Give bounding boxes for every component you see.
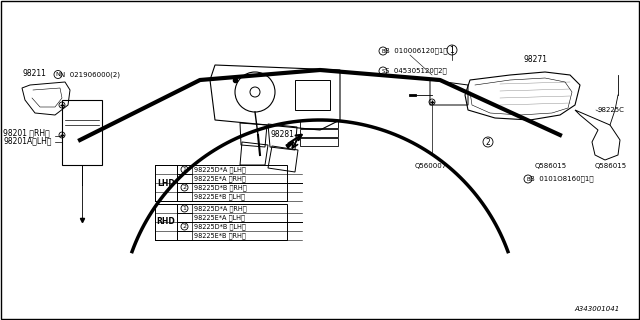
Bar <box>295 80 330 110</box>
Bar <box>155 165 287 201</box>
Bar <box>155 204 287 240</box>
Text: 98201 〈RH〉: 98201 〈RH〉 <box>3 128 50 137</box>
Bar <box>300 120 338 128</box>
Text: RHD: RHD <box>157 218 175 227</box>
Text: 2: 2 <box>182 224 186 229</box>
Text: 2: 2 <box>486 138 490 147</box>
Bar <box>177 165 192 174</box>
Polygon shape <box>22 82 70 115</box>
Text: 98225E*A 〈RH〉: 98225E*A 〈RH〉 <box>194 175 246 182</box>
Text: Q586015: Q586015 <box>595 163 627 169</box>
Text: 98201A〈LH〉: 98201A〈LH〉 <box>3 136 51 145</box>
Text: 98225D*A 〈LH〉: 98225D*A 〈LH〉 <box>194 166 246 173</box>
Text: 1: 1 <box>450 45 454 54</box>
Bar <box>155 204 177 240</box>
Bar <box>155 165 177 201</box>
Text: B: B <box>526 177 530 181</box>
Text: Q586015: Q586015 <box>535 163 567 169</box>
Text: Q560007: Q560007 <box>415 163 447 169</box>
Bar <box>177 213 192 222</box>
Bar <box>300 129 338 137</box>
Text: A343001041: A343001041 <box>575 306 620 312</box>
Text: N: N <box>56 72 60 77</box>
Text: LHD: LHD <box>157 179 175 188</box>
Text: 98225C: 98225C <box>598 107 625 113</box>
Text: 1: 1 <box>182 206 186 211</box>
Text: 98225D*A 〈RH〉: 98225D*A 〈RH〉 <box>194 205 246 212</box>
Bar <box>177 174 192 183</box>
Text: 98211: 98211 <box>22 69 46 78</box>
Text: 1: 1 <box>182 167 186 172</box>
Text: 98225E*B 〈RH〉: 98225E*B 〈RH〉 <box>194 232 246 239</box>
Bar <box>300 138 338 146</box>
Bar <box>177 222 192 231</box>
Text: 98225D*B 〈LH〉: 98225D*B 〈LH〉 <box>194 223 246 230</box>
Text: 98281: 98281 <box>270 130 294 139</box>
Text: B  0101O8160（1）: B 0101O8160（1） <box>530 175 594 182</box>
Text: 2: 2 <box>182 185 186 190</box>
Text: 98225E*A 〈LH〉: 98225E*A 〈LH〉 <box>194 214 245 221</box>
Text: B  010006120（1）: B 010006120（1） <box>385 47 447 54</box>
Text: N  021906000(2): N 021906000(2) <box>60 71 120 77</box>
Polygon shape <box>286 142 294 148</box>
Bar <box>62 100 102 165</box>
Bar <box>177 192 192 201</box>
Text: 98225E*B 〈LH〉: 98225E*B 〈LH〉 <box>194 193 245 200</box>
Bar <box>177 204 192 213</box>
Bar <box>177 231 192 240</box>
Text: S: S <box>381 68 385 74</box>
Text: 98271: 98271 <box>523 55 547 64</box>
Text: S  045305120（2）: S 045305120（2） <box>385 67 447 74</box>
Text: 98225D*B 〈RH〉: 98225D*B 〈RH〉 <box>194 184 246 191</box>
Bar <box>177 183 192 192</box>
Text: B: B <box>381 49 385 53</box>
